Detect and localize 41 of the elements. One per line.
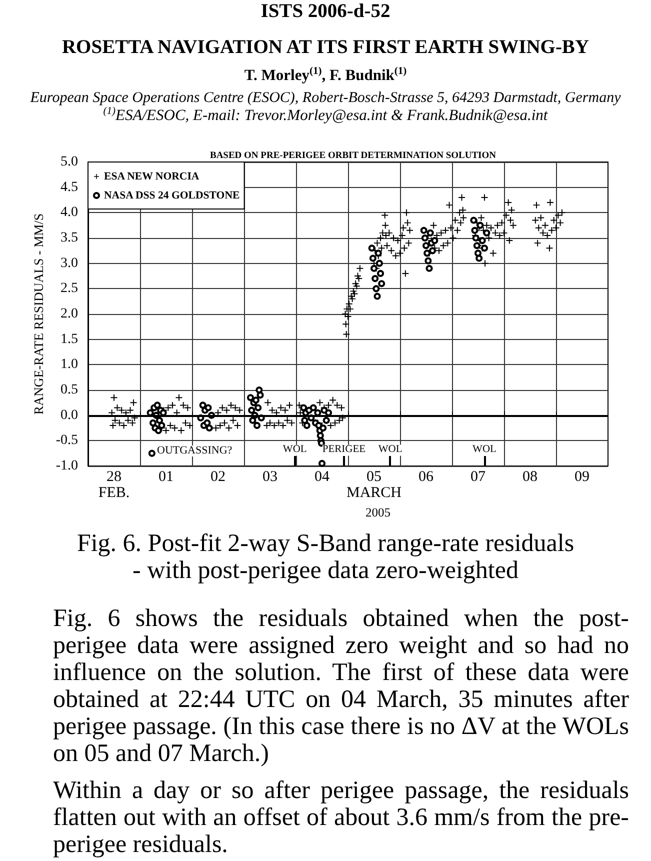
x-tick-label: 28 FEB. xyxy=(98,469,130,501)
y-tick-label: 0.0 xyxy=(60,408,78,423)
x-axis-title: 2005 xyxy=(366,505,390,520)
caption: Fig. 6 shows the residuals obtained when the post-perigee data were assigned zero weight and so had no influence on the solution. The first of these data were obtained at 22:44 UTC on 04 March, 35 minutes after perigee passage. (In this case there is no ΔV at the WOLs on 05 and 07 March.) xyxy=(53,604,629,766)
text: European Space Operations Centre (ESOC), Robert-Bosch-Strasse 5, 64293 Darmstadt, Germany xyxy=(29,90,622,106)
annotation: WOL xyxy=(378,444,402,456)
x-tick-label: 02 xyxy=(210,469,226,485)
y-tick-label: -1.0 xyxy=(56,458,78,474)
text: T. Morley$^{(1)}$, F. Budnik$^{(1)}$ xyxy=(243,66,408,84)
x-tick-label: 07 xyxy=(470,469,486,485)
x-tick-label: 04 xyxy=(314,469,330,485)
text: $^{(1)}$ESA/ESOC, E-mail: Trevor.Morley@esa.int & Frank.Budnik@esa.int xyxy=(102,106,549,124)
x-tick-label: 03 xyxy=(262,469,278,485)
y-tick-label: 4.0 xyxy=(60,205,78,220)
y-tick-label: -0.5 xyxy=(56,433,78,448)
y-tick-label: 2.5 xyxy=(60,281,78,296)
x-tick-label: 09 xyxy=(574,469,590,485)
y-tick-label: 2.0 xyxy=(60,306,78,322)
annotation: OUTGASSING? xyxy=(157,444,232,456)
text: ISTS 2006-d-52 xyxy=(260,1,392,22)
annotation: WOL xyxy=(282,444,307,456)
y-tick-label: 4.5 xyxy=(60,180,78,195)
y-tick-label: 3.0 xyxy=(60,256,78,271)
legend-label: ESA NEW NORCIA xyxy=(104,170,200,182)
legend-label: NASA DSS 24 GOLDSTONE xyxy=(104,190,240,202)
text: Within a day or so after perigee passage, the residuals flatten out with an offset of about 3.6 mm/s from the pre-perigee residuals. xyxy=(53,777,629,858)
annotation: PERIGEE xyxy=(322,444,366,456)
x-tick-label: 05 MARCH xyxy=(346,469,402,501)
text: ROSETTA NAVIGATION AT ITS FIRST EARTH SWING-BY xyxy=(60,36,590,58)
y-tick-label: 3.5 xyxy=(60,230,78,246)
y-axis-title: RANGE-RATE RESIDUALS - MM/S xyxy=(30,213,46,415)
text: Fig. 6. Post-fit 2-way S-Band range-rate residuals - with post-perigee data zero-weighted xyxy=(76,530,576,584)
x-tick-label: 01 xyxy=(158,469,174,485)
y-tick-label: 0.5 xyxy=(60,382,78,398)
y-tick-label: 1.5 xyxy=(60,332,78,347)
chart-subtitle: BASED ON PRE-PERIGEE ORBIT DETERMINATION SOLUTION xyxy=(210,151,496,161)
y-tick-label: 5.0 xyxy=(60,154,78,170)
annotation: WOL xyxy=(472,444,496,456)
x-tick-label: 08 xyxy=(522,469,538,485)
x-tick-label: 06 xyxy=(418,469,434,485)
y-tick-label: 1.0 xyxy=(60,357,78,372)
